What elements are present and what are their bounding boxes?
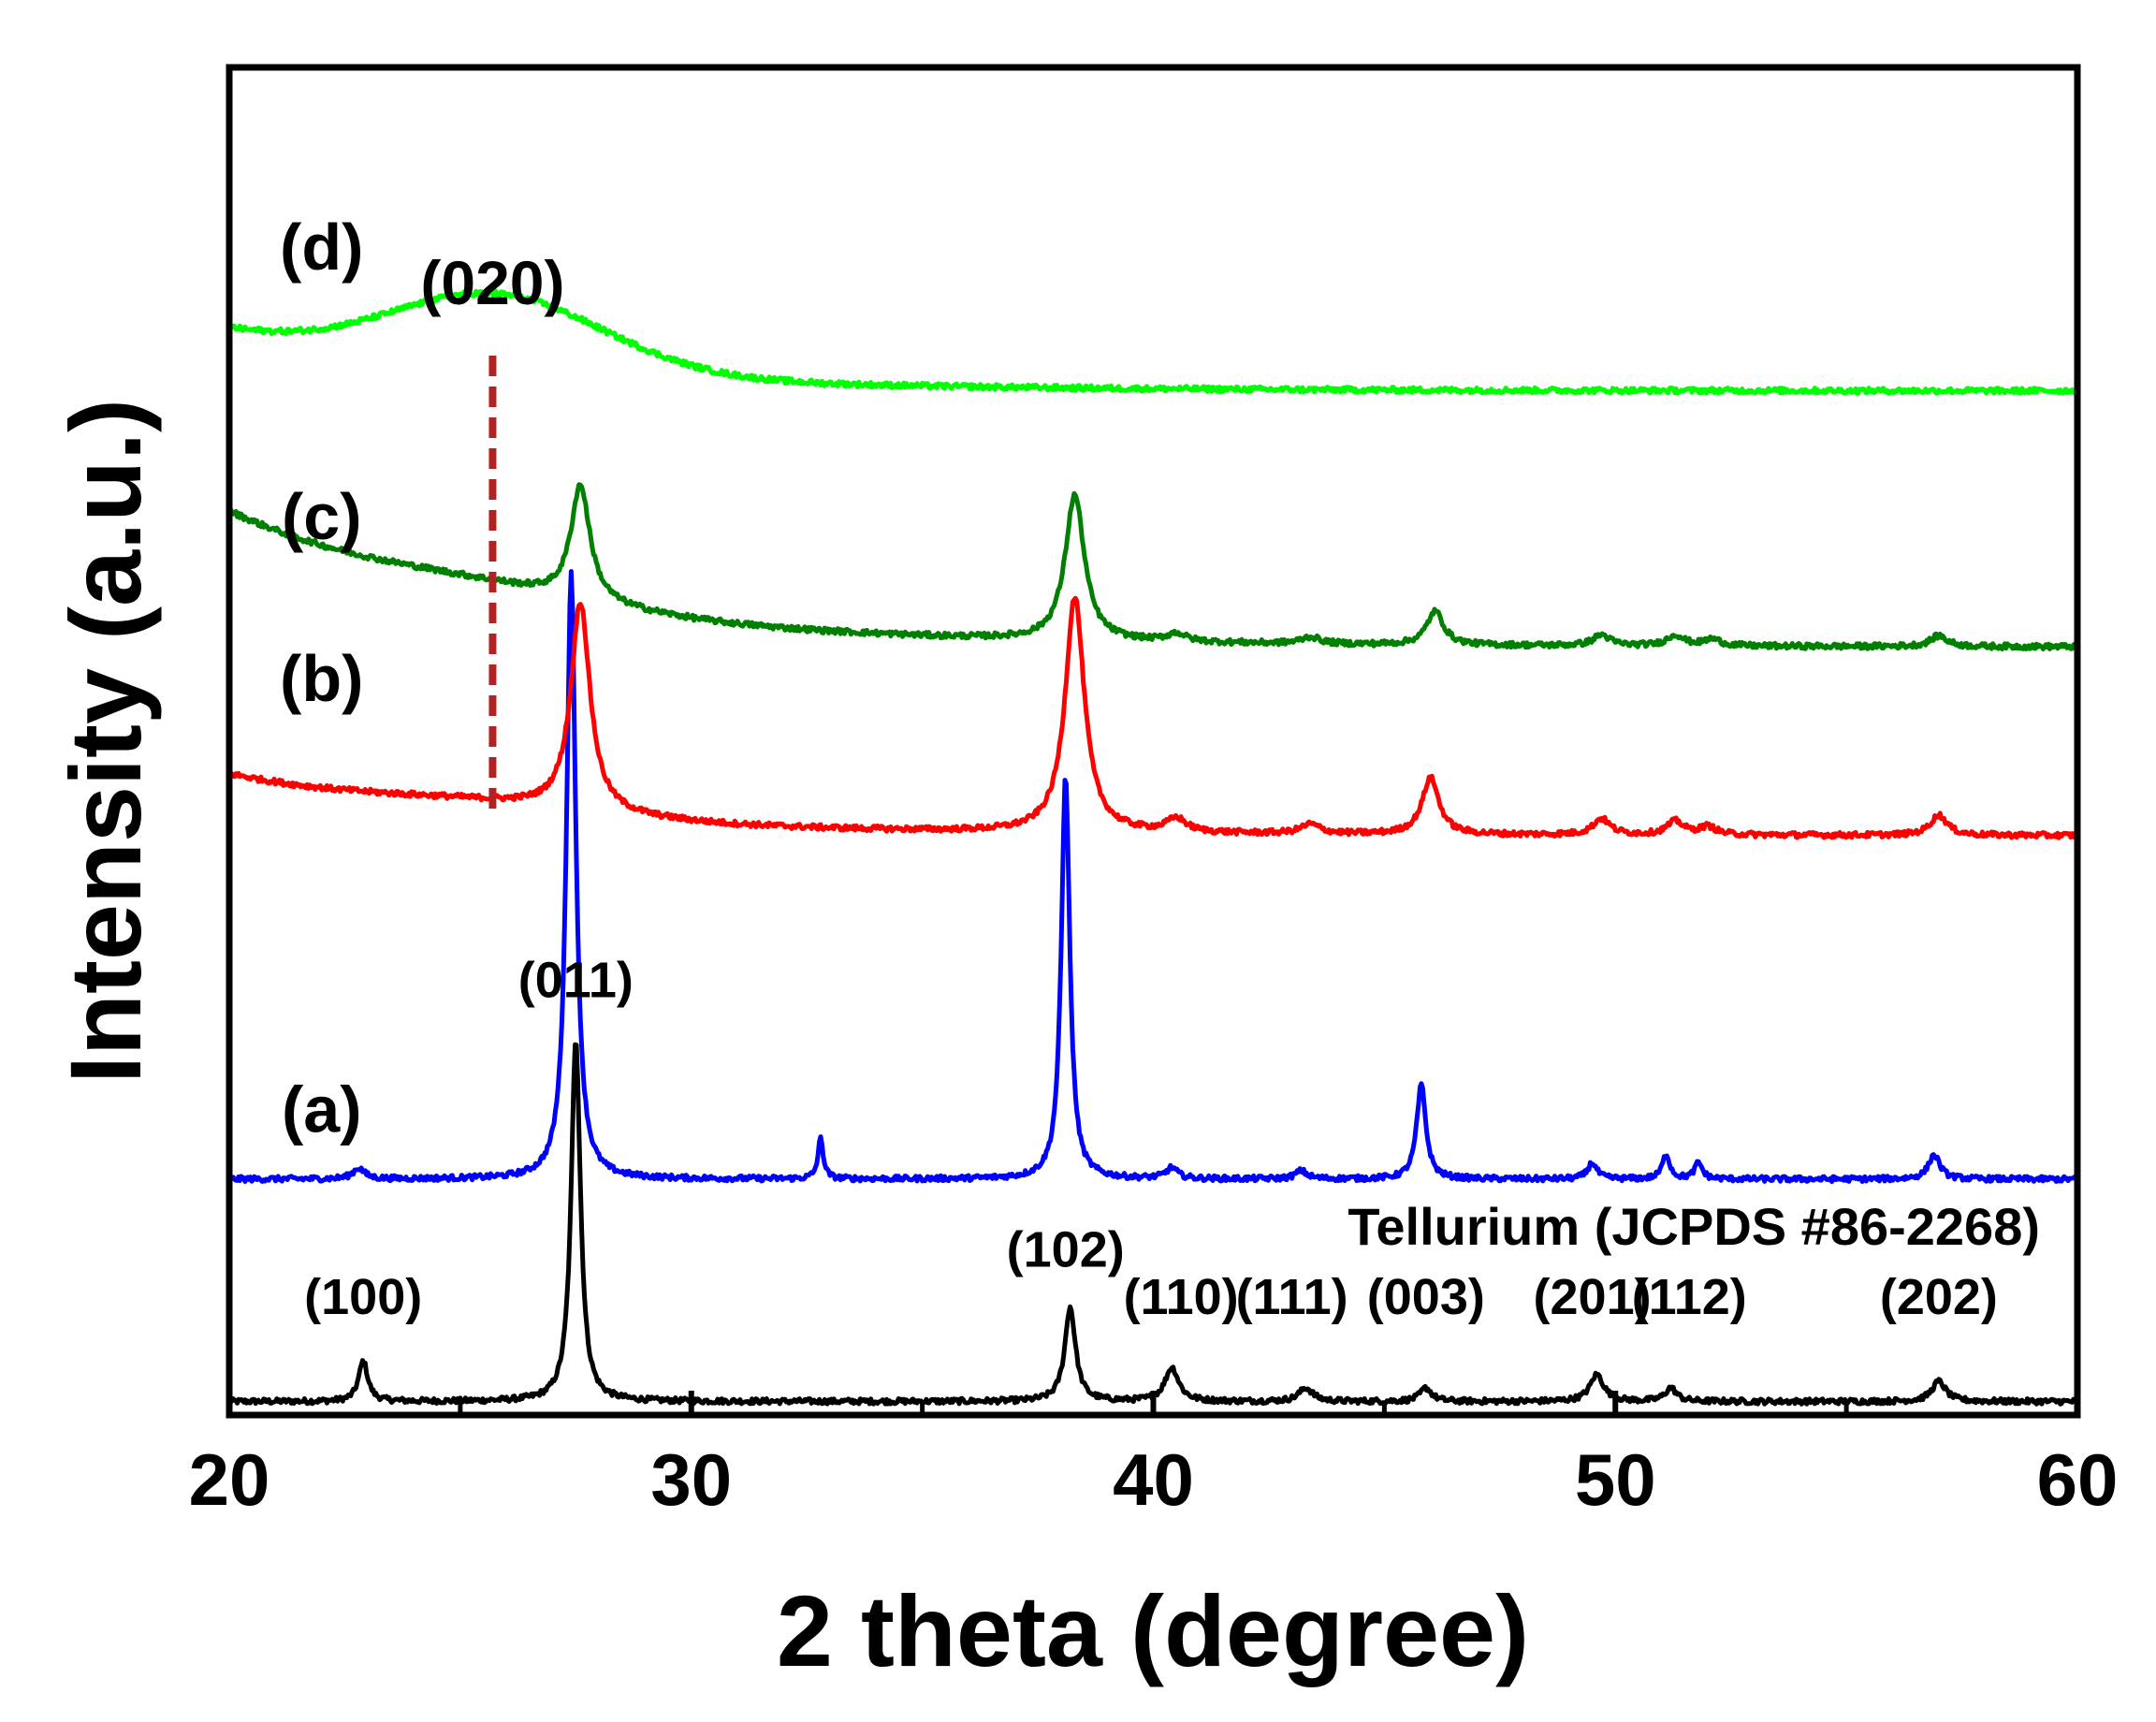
series-line-d: [226, 288, 2080, 396]
peak-label-201: (201): [1534, 1269, 1652, 1325]
reference-pattern-label: Tellurium (JCPDS #86-2268): [1348, 1197, 2040, 1256]
peak-label-011: (011): [518, 953, 634, 1009]
labels-layer: (100) (011) (102)(110)(111) (003) (201)(112)…: [280, 211, 1998, 1325]
peak-label-102: (102): [1007, 1222, 1125, 1278]
peak-label-110: (110): [1124, 1269, 1239, 1325]
x-tick-label-40: 40: [1113, 1438, 1194, 1521]
series-layer: [226, 288, 2080, 1407]
x-tick-label-50: 50: [1575, 1438, 1656, 1521]
series-line-a: [226, 569, 2079, 1185]
x-axis-title: 2 theta (degree): [777, 1574, 1529, 1687]
series-label-b: (b): [280, 642, 363, 715]
series-label-a: (a): [282, 1073, 362, 1146]
x-tick-label-60: 60: [2037, 1438, 2119, 1521]
x-tick-label-30: 30: [650, 1438, 732, 1521]
y-axis-title: Intensity (a.u.): [49, 399, 162, 1084]
series-line-b: [227, 595, 2080, 840]
annotation-layer: (020): [420, 248, 564, 809]
peak-label-003: (003): [1367, 1269, 1485, 1325]
annotation-020-label: (020): [420, 248, 564, 317]
peak-label-100: (100): [304, 1269, 422, 1325]
x-axis-ticks: 20 30 40 50 60: [189, 1391, 2119, 1521]
x-tick-label-20: 20: [189, 1438, 270, 1521]
series-label-d: (d): [280, 211, 363, 284]
peak-label-111: (111): [1236, 1269, 1348, 1325]
series-label-c: (c): [282, 480, 362, 553]
series-line-c: [226, 482, 2079, 651]
peak-label-112: (112): [1632, 1269, 1747, 1325]
peak-label-202: (202): [1880, 1269, 1998, 1325]
